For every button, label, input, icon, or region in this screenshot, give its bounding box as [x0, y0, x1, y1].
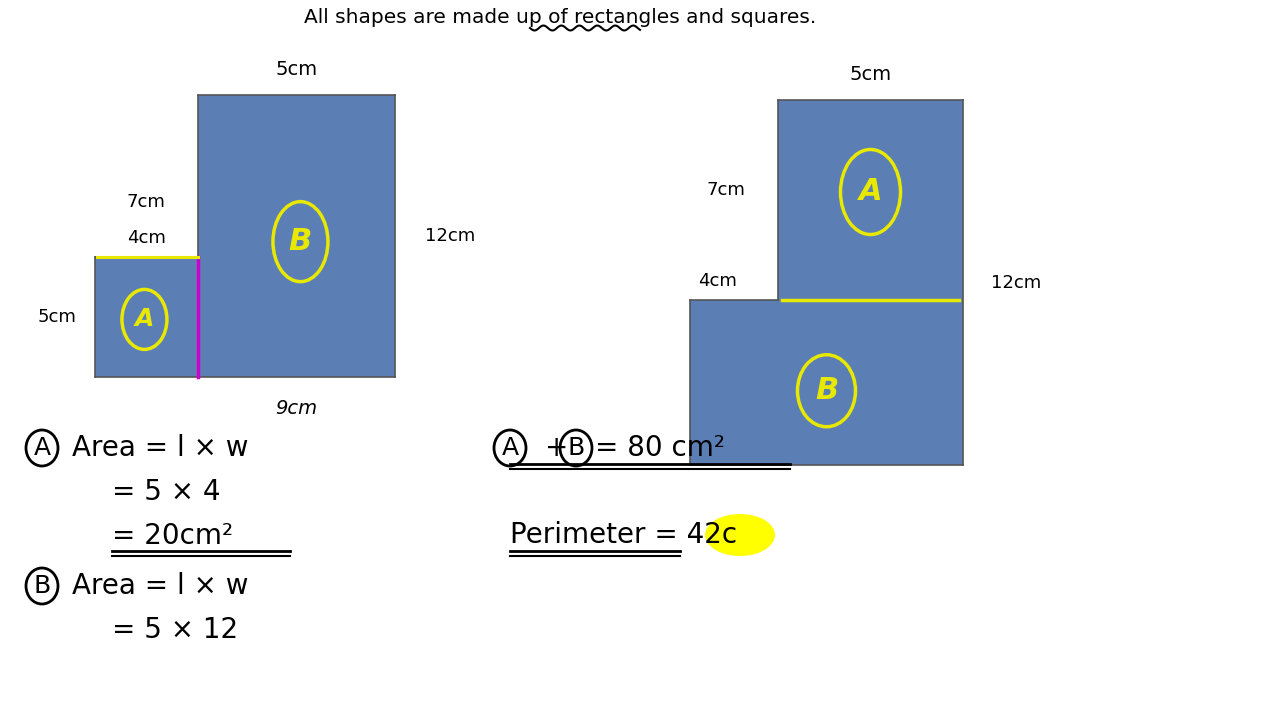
Text: B: B: [567, 436, 585, 460]
Text: +: +: [545, 434, 577, 462]
Text: 9cm: 9cm: [275, 399, 317, 418]
Text: 12cm: 12cm: [991, 274, 1041, 292]
Bar: [95, 257, 198, 377]
Text: B: B: [289, 227, 312, 256]
Text: 5cm: 5cm: [37, 308, 77, 326]
Text: A: A: [859, 178, 882, 207]
Text: A: A: [502, 436, 518, 460]
Bar: [778, 100, 963, 300]
Text: 7cm: 7cm: [127, 193, 165, 211]
Text: = 5 × 4: = 5 × 4: [113, 478, 220, 506]
Text: A: A: [33, 436, 51, 460]
Text: = 20cm²: = 20cm²: [113, 522, 233, 550]
Bar: [198, 95, 396, 377]
Bar: [690, 300, 963, 465]
Text: Area = l × w: Area = l × w: [72, 572, 248, 600]
Text: = 5 × 12: = 5 × 12: [113, 616, 238, 644]
Text: 7cm: 7cm: [707, 181, 745, 199]
Text: A: A: [134, 307, 154, 331]
Text: 5cm: 5cm: [850, 65, 892, 84]
Text: 12cm: 12cm: [425, 227, 475, 245]
Text: = 80 cm²: = 80 cm²: [595, 434, 724, 462]
Text: B: B: [33, 574, 51, 598]
Text: Area = l × w: Area = l × w: [72, 434, 248, 462]
Text: 4cm: 4cm: [698, 272, 737, 290]
Text: 4cm: 4cm: [127, 229, 166, 247]
Ellipse shape: [705, 514, 774, 556]
Text: B: B: [815, 377, 838, 405]
Text: All shapes are made up of rectangles and squares.: All shapes are made up of rectangles and…: [303, 8, 817, 27]
Text: 5cm: 5cm: [275, 60, 317, 79]
Text: Perimeter = 42c: Perimeter = 42c: [509, 521, 737, 549]
